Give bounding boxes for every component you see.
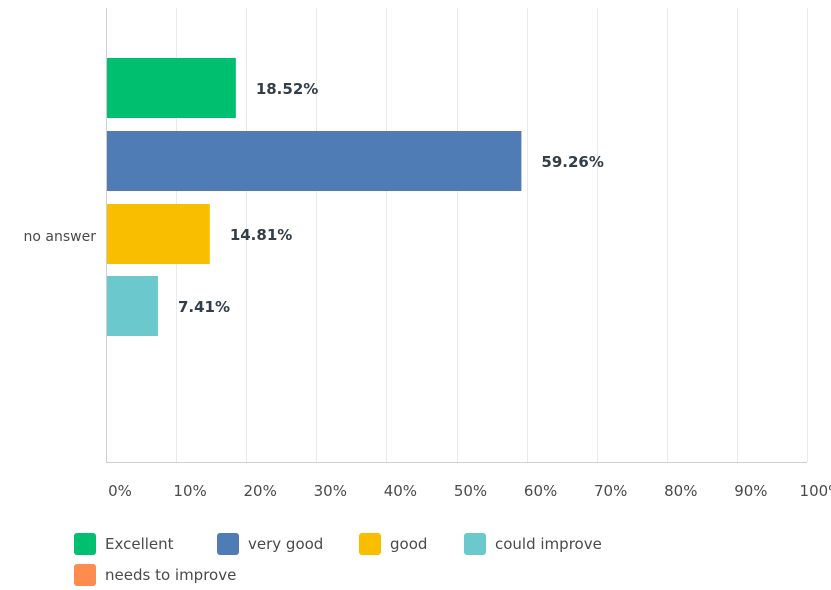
legend-label: could improve [495,535,602,553]
bar [107,131,522,191]
data-label: 7.41% [178,298,230,316]
legend-swatch [217,533,239,555]
bar [107,58,236,118]
legend-swatch [74,533,96,555]
grid-lines [176,8,808,462]
x-tick-label: 0% [108,482,132,500]
x-tick-label: 20% [244,482,277,500]
data-label: 59.26% [541,153,603,171]
legend-label: good [390,535,428,553]
legend-label: very good [248,535,324,553]
legend-swatch [74,564,96,586]
x-tick-label: 10% [173,482,206,500]
bar [107,204,210,264]
x-axis: 0% 10% 20% 30% 40% 50% 60% 70% 80% 90% 100% [106,8,831,500]
legend-item[interactable]: could improve [464,533,602,555]
legend-swatch [464,533,486,555]
legend-item[interactable]: very good [217,533,323,555]
legend-item[interactable]: good [359,533,427,555]
x-tick-label: 40% [384,482,417,500]
x-tick-label: 60% [524,482,557,500]
x-tick-label: 30% [314,482,347,500]
data-label: 18.52% [256,80,318,98]
legend-swatch [359,533,381,555]
legend-item[interactable]: Excellent [74,533,174,555]
value-labels: 18.52% 59.26% 14.81% 7.41% [178,80,604,316]
data-label: 14.81% [230,226,292,244]
legend-item[interactable]: needs to improve [74,564,236,586]
legend-label: Excellent [105,535,174,553]
x-tick-label: 50% [454,482,487,500]
legend-label: needs to improve [105,566,237,584]
category-labels: no answer [24,229,97,245]
x-tick-label: 70% [594,482,627,500]
x-tick-label: 100% [800,482,831,500]
x-tick-label: 80% [664,482,697,500]
category-label: no answer [24,229,97,245]
x-tick-label: 90% [734,482,767,500]
bar [107,276,158,336]
bars [107,58,522,336]
